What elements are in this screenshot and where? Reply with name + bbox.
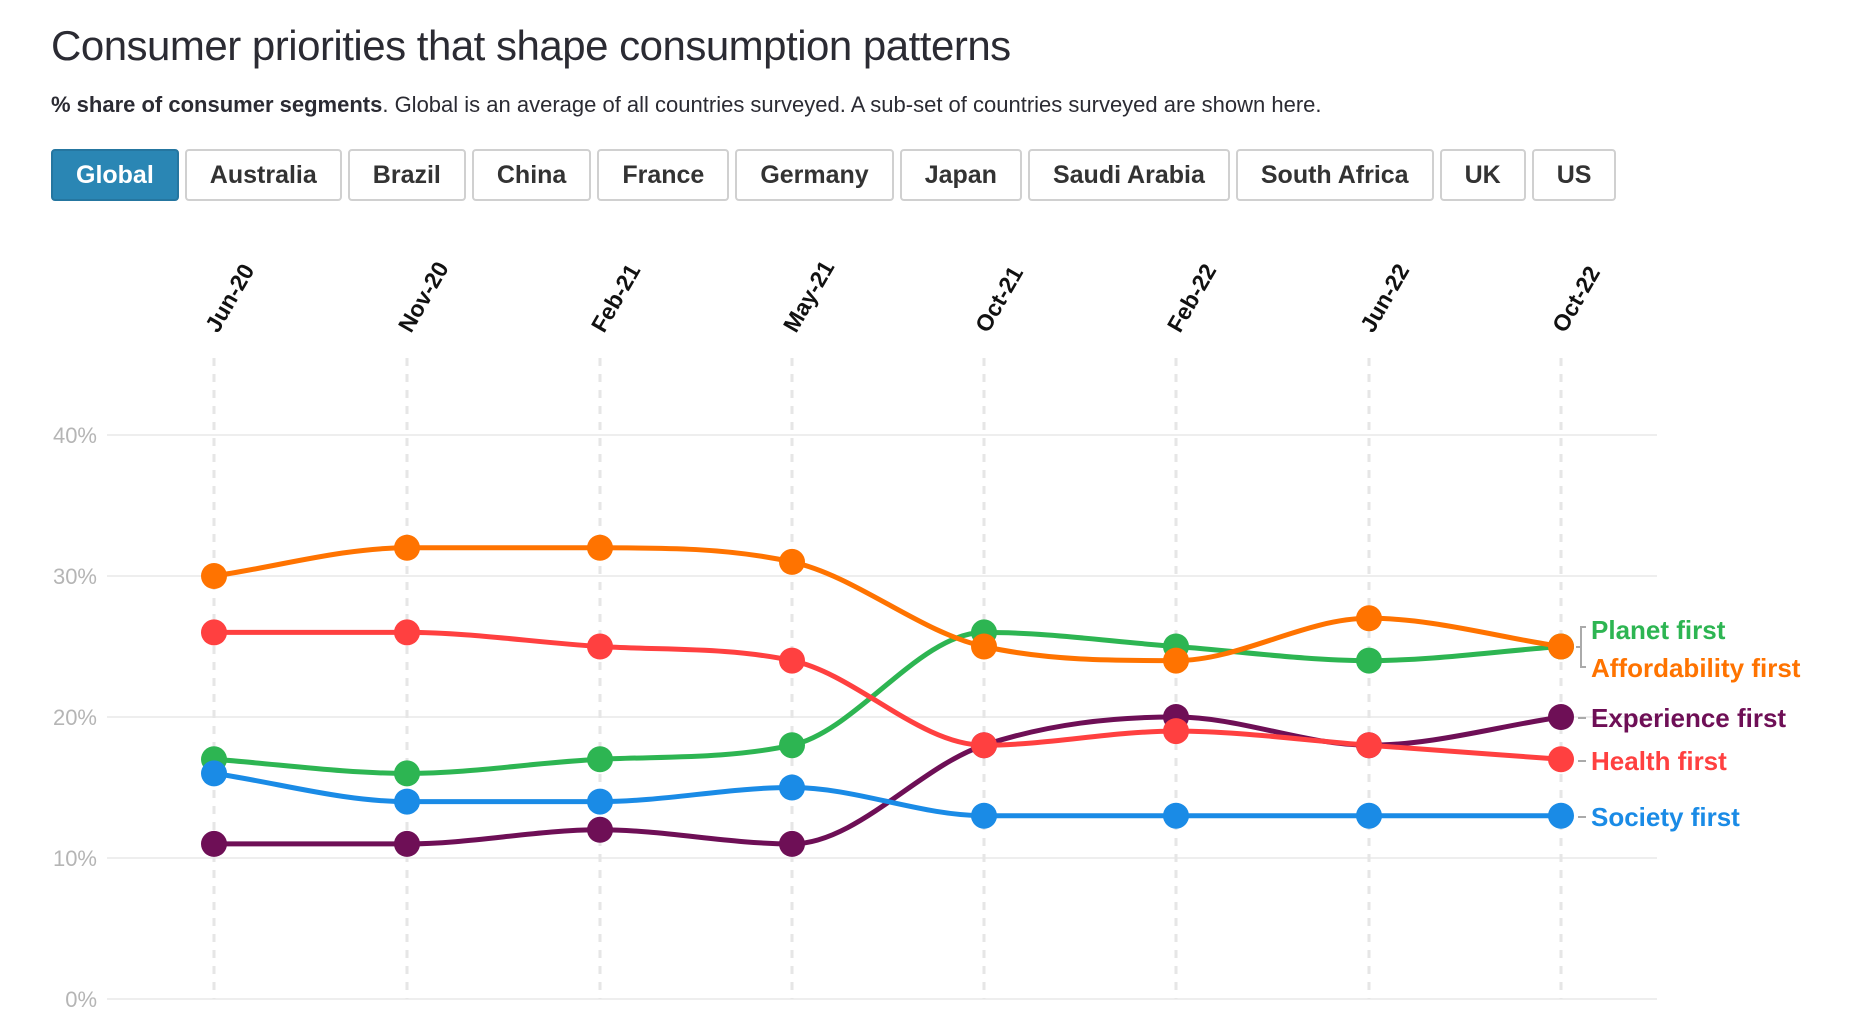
x-tick-label: Feb-21 bbox=[586, 259, 646, 336]
data-point[interactable] bbox=[201, 760, 227, 787]
data-point[interactable] bbox=[394, 760, 420, 787]
tab-global[interactable]: Global bbox=[51, 149, 179, 201]
x-tick-label: Jun-20 bbox=[200, 259, 260, 336]
data-point[interactable] bbox=[1548, 704, 1574, 730]
data-point[interactable] bbox=[779, 774, 805, 801]
y-tick-label: 10% bbox=[53, 846, 97, 871]
tab-south-africa[interactable]: South Africa bbox=[1235, 149, 1434, 201]
tab-uk[interactable]: UK bbox=[1439, 149, 1526, 201]
tab-us[interactable]: US bbox=[1531, 149, 1617, 201]
series-line bbox=[213, 629, 1562, 762]
data-point[interactable] bbox=[1163, 802, 1189, 829]
series-label: Health first bbox=[1591, 746, 1727, 776]
tab-australia[interactable]: Australia bbox=[184, 149, 342, 201]
data-point[interactable] bbox=[1356, 802, 1382, 829]
tab-japan[interactable]: Japan bbox=[899, 149, 1022, 201]
x-tick-label: Nov-20 bbox=[393, 257, 454, 336]
data-point[interactable] bbox=[779, 732, 805, 759]
series-label: Society first bbox=[1591, 802, 1740, 832]
tab-germany[interactable]: Germany bbox=[735, 149, 894, 201]
chart-title: Consumer priorities that shape consumpti… bbox=[51, 22, 1011, 69]
subtitle-bold: % share of consumer segments bbox=[51, 92, 383, 117]
series-label: Affordability first bbox=[1591, 653, 1801, 683]
series-health-first bbox=[201, 619, 1574, 773]
y-tick-label: 0% bbox=[65, 987, 97, 1012]
data-point[interactable] bbox=[394, 619, 420, 646]
tab-brazil[interactable]: Brazil bbox=[347, 149, 466, 201]
series-line bbox=[213, 629, 1562, 776]
series-line bbox=[213, 545, 1562, 664]
tab-china[interactable]: China bbox=[471, 149, 592, 201]
x-tick-label: Feb-22 bbox=[1162, 259, 1222, 336]
x-tick-label: Oct-21 bbox=[970, 261, 1028, 336]
chart-subtitle: % share of consumer segments. Global is … bbox=[51, 92, 1322, 118]
data-point[interactable] bbox=[587, 788, 613, 815]
data-point[interactable] bbox=[201, 563, 227, 589]
series-label: Experience first bbox=[1591, 703, 1786, 733]
data-point[interactable] bbox=[1163, 718, 1189, 745]
data-point[interactable] bbox=[971, 633, 997, 660]
data-point[interactable] bbox=[1548, 746, 1574, 773]
series-line bbox=[213, 770, 1561, 819]
data-point[interactable] bbox=[394, 830, 420, 857]
subtitle-rest: . Global is an average of all countries … bbox=[382, 92, 1322, 117]
x-tick-label: Oct-22 bbox=[1547, 261, 1605, 336]
series-society-first bbox=[201, 760, 1574, 829]
data-point[interactable] bbox=[201, 619, 227, 646]
y-tick-label: 30% bbox=[53, 564, 97, 589]
data-point[interactable] bbox=[587, 534, 613, 561]
data-point[interactable] bbox=[779, 647, 805, 674]
series-affordability-first bbox=[201, 534, 1574, 674]
data-point[interactable] bbox=[587, 633, 613, 660]
x-tick-label: May-21 bbox=[778, 256, 840, 337]
y-tick-label: 20% bbox=[53, 705, 97, 730]
data-point[interactable] bbox=[587, 746, 613, 773]
tab-france[interactable]: France bbox=[597, 149, 730, 201]
data-point[interactable] bbox=[1548, 633, 1574, 660]
data-point[interactable] bbox=[587, 816, 613, 843]
data-point[interactable] bbox=[971, 802, 997, 829]
tab-saudi-arabia[interactable]: Saudi Arabia bbox=[1027, 149, 1230, 201]
data-point[interactable] bbox=[1356, 647, 1382, 674]
label-bracket bbox=[1576, 626, 1586, 668]
y-tick-label: 40% bbox=[53, 423, 97, 448]
country-tabs: Global Australia Brazil China France Germany J… bbox=[51, 149, 1617, 201]
data-point[interactable] bbox=[201, 830, 227, 857]
data-point[interactable] bbox=[394, 534, 420, 561]
data-point[interactable] bbox=[1356, 732, 1382, 759]
data-point[interactable] bbox=[971, 732, 997, 759]
data-point[interactable] bbox=[394, 788, 420, 815]
series-label: Planet first bbox=[1591, 615, 1726, 645]
data-point[interactable] bbox=[1356, 605, 1382, 632]
data-point[interactable] bbox=[779, 830, 805, 857]
data-point[interactable] bbox=[779, 548, 805, 575]
data-point[interactable] bbox=[1163, 647, 1189, 674]
x-tick-label: Jun-22 bbox=[1355, 259, 1415, 336]
data-point[interactable] bbox=[1548, 802, 1574, 829]
